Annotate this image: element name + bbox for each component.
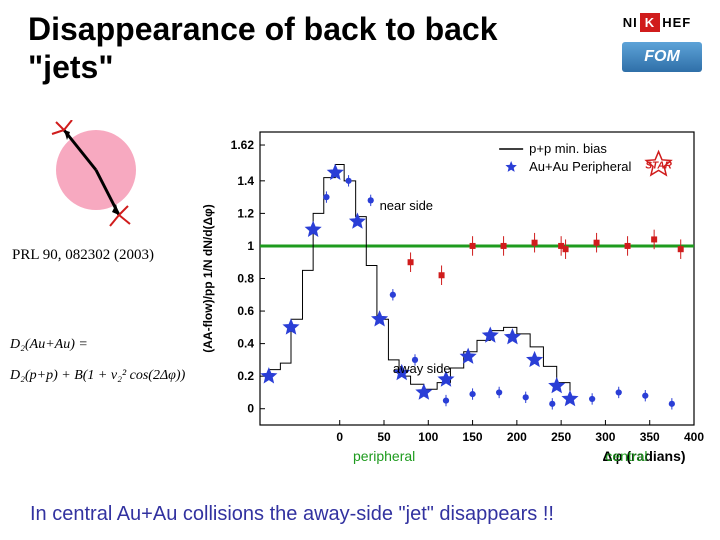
logo-area: NI K HEF FOM (608, 8, 708, 72)
citation-text: PRL 90, 082302 (2003) (12, 247, 154, 264)
svg-text:150: 150 (463, 430, 483, 444)
slide-title: Disappearance of back to back "jets" (28, 10, 588, 87)
nikhef-k: K (640, 13, 660, 32)
svg-text:400: 400 (684, 430, 704, 444)
svg-text:away side: away side (393, 361, 451, 376)
d2-formula: D₂(Au+Au) = D₂(p+p) + B(1 + v₂² cos(2Δφ)… (10, 330, 185, 392)
svg-text:(AA-flow)/pp 1/N dN/d(Δφ): (AA-flow)/pp 1/N dN/d(Δφ) (201, 204, 215, 353)
d2-top: D₂(Au+Au) = (10, 330, 185, 361)
svg-text:peripheral: peripheral (353, 448, 415, 464)
svg-text:300: 300 (595, 430, 615, 444)
svg-text:0: 0 (247, 402, 254, 416)
svg-text:p+p min. bias: p+p min. bias (529, 141, 607, 156)
collision-cartoon (34, 120, 154, 230)
chart-svg: 0 50 100 150 200 250 300 350 400 0 0.2 0.4 0.6 0.8 1 1.… (196, 122, 706, 467)
svg-text:250: 250 (551, 430, 571, 444)
svg-text:100: 100 (418, 430, 438, 444)
correlation-chart: 0 50 100 150 200 250 300 350 400 0 0.2 0.4 0.6 0.8 1 1.… (196, 122, 706, 467)
svg-text:central: central (605, 448, 647, 464)
svg-text:near side: near side (380, 198, 433, 213)
svg-text:200: 200 (507, 430, 527, 444)
svg-text:1: 1 (247, 239, 254, 253)
svg-text:50: 50 (377, 430, 391, 444)
nikhef-ni: NI (623, 15, 638, 30)
nikhef-hef: HEF (662, 15, 691, 30)
svg-text:0.6: 0.6 (237, 304, 254, 318)
conclusion-text: In central Au+Au collisions the away-sid… (30, 503, 690, 526)
svg-text:0.8: 0.8 (237, 272, 254, 286)
svg-text:350: 350 (640, 430, 660, 444)
svg-text:Au+Au Peripheral: Au+Au Peripheral (529, 159, 631, 174)
svg-text:1.4: 1.4 (237, 174, 254, 188)
svg-text:0: 0 (336, 430, 343, 444)
d2-bottom: D₂(p+p) + B(1 + v₂² cos(2Δφ)) (10, 361, 185, 392)
svg-text:0.4: 0.4 (237, 337, 254, 351)
nikhef-logo: NI K HEF (608, 8, 706, 36)
svg-text:STAR: STAR (645, 161, 672, 172)
title-text: Disappearance of back to back "jets" (28, 10, 588, 87)
fom-logo: FOM (622, 42, 702, 72)
svg-text:0.2: 0.2 (237, 369, 254, 383)
svg-text:1.62: 1.62 (231, 138, 255, 152)
svg-text:1.2: 1.2 (237, 206, 254, 220)
